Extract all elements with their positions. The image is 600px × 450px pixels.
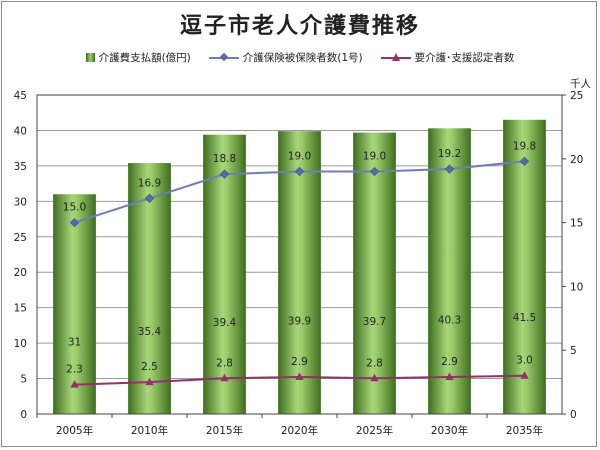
x-tick-label: 2030年 xyxy=(431,424,468,437)
insured-point xyxy=(144,193,155,203)
insured-value-label: 19.0 xyxy=(363,151,386,163)
certified-point xyxy=(295,372,304,380)
y-left-tick-label: 40 xyxy=(14,125,27,137)
certified-value-label: 2.9 xyxy=(441,356,458,368)
legend-insured-swatch xyxy=(208,52,239,63)
bar-value-label: 41.5 xyxy=(513,312,536,324)
plot-area-border xyxy=(36,94,563,415)
bar-value-label: 40.3 xyxy=(438,315,461,327)
x-tick-label: 2025年 xyxy=(356,424,393,437)
insured-value-label: 15.0 xyxy=(63,202,86,214)
insured-point xyxy=(519,156,530,166)
chart-title: 逗子市老人介護費推移 xyxy=(179,14,420,39)
bar-value-label: 39.9 xyxy=(288,316,311,328)
x-tick-label: 2020年 xyxy=(281,424,318,437)
y-left-tick-label: 25 xyxy=(14,232,27,244)
x-tick-label: 2035年 xyxy=(506,424,543,437)
y-right-tick-label: 20 xyxy=(570,154,583,166)
certified-value-label: 2.8 xyxy=(366,357,383,369)
certified-point xyxy=(145,377,154,386)
y-left-tick-label: 5 xyxy=(20,374,27,386)
certified-point xyxy=(370,373,379,382)
bar-series xyxy=(53,119,546,415)
y-right-tick-label: 5 xyxy=(570,345,577,357)
insured-point xyxy=(294,166,305,177)
bar-value-label: 39.7 xyxy=(363,316,386,328)
chart-legend: 介護費支払額(億円) 介護保険被保険者数(1号) 要介護･支援認定者数 xyxy=(0,50,600,65)
bar xyxy=(353,132,396,414)
insured-value-label: 16.9 xyxy=(138,177,161,189)
y-left-tick-label: 0 xyxy=(20,409,27,421)
legend-label-certified: 要介護･支援認定者数 xyxy=(414,52,515,64)
legend-certified-swatch xyxy=(380,52,411,63)
certified-value-label: 2.8 xyxy=(216,357,233,369)
y-right-tick-label: 25 xyxy=(570,90,583,102)
legend-item-insured: 介護保険被保険者数(1号) xyxy=(208,50,363,65)
certified-value-label: 2.3 xyxy=(66,364,83,376)
certified-point xyxy=(220,373,229,382)
y-left-tick-label: 35 xyxy=(14,161,27,173)
y-right-tick-label: 10 xyxy=(570,281,583,293)
x-tick-label: 2005年 xyxy=(56,424,93,437)
certified-point xyxy=(520,371,529,379)
legend-bar-swatch xyxy=(85,53,95,62)
bar xyxy=(278,131,321,415)
certified-point xyxy=(445,372,454,380)
y-right-tick-label: 0 xyxy=(570,409,577,421)
y-left-tick-label: 45 xyxy=(14,90,27,102)
insured-value-label: 19.2 xyxy=(438,148,461,160)
y-right-unit-label: 千人 xyxy=(570,78,591,90)
x-tick-label: 2015年 xyxy=(206,424,243,437)
data-labels: 31 35.4 39.4 39.9 39.7 40.3 41.5 15.0 16.9 18.8 19… xyxy=(63,140,536,375)
line-series xyxy=(69,156,530,388)
bar-value-label: 31 xyxy=(68,336,81,348)
certified-value-label: 2.5 xyxy=(141,361,158,373)
bar xyxy=(428,128,471,414)
bar-value-label: 39.4 xyxy=(213,317,237,329)
y-left-tick-label: 20 xyxy=(14,267,27,279)
insured-point xyxy=(69,217,80,228)
insured-value-label: 18.8 xyxy=(213,153,236,165)
bar xyxy=(53,194,96,414)
bar-value-label: 35.4 xyxy=(138,326,162,338)
insured-point xyxy=(444,164,455,174)
legend-item-bar: 介護費支払額(億円) xyxy=(85,50,191,65)
bar xyxy=(203,134,246,414)
insured-point xyxy=(369,166,380,177)
insured-point xyxy=(219,169,230,179)
certified-value-label: 2.9 xyxy=(291,356,308,368)
y-left-tick-label: 10 xyxy=(14,338,27,350)
bar xyxy=(503,119,546,415)
insured-value-label: 19.8 xyxy=(513,140,536,152)
certified-point xyxy=(70,380,79,388)
legend-label-insured: 介護保険被保険者数(1号) xyxy=(242,52,363,64)
bar xyxy=(128,163,171,414)
y-left-tick-label: 30 xyxy=(14,196,27,208)
y-right-tick-label: 15 xyxy=(570,218,583,230)
legend-label-bar: 介護費支払額(億円) xyxy=(98,52,191,64)
insured-value-label: 19.0 xyxy=(288,151,311,163)
y-left-tick-label: 15 xyxy=(14,303,27,315)
certified-value-label: 3.0 xyxy=(516,355,533,367)
legend-item-certified: 要介護･支援認定者数 xyxy=(380,50,515,65)
x-tick-label: 2010年 xyxy=(131,424,168,437)
